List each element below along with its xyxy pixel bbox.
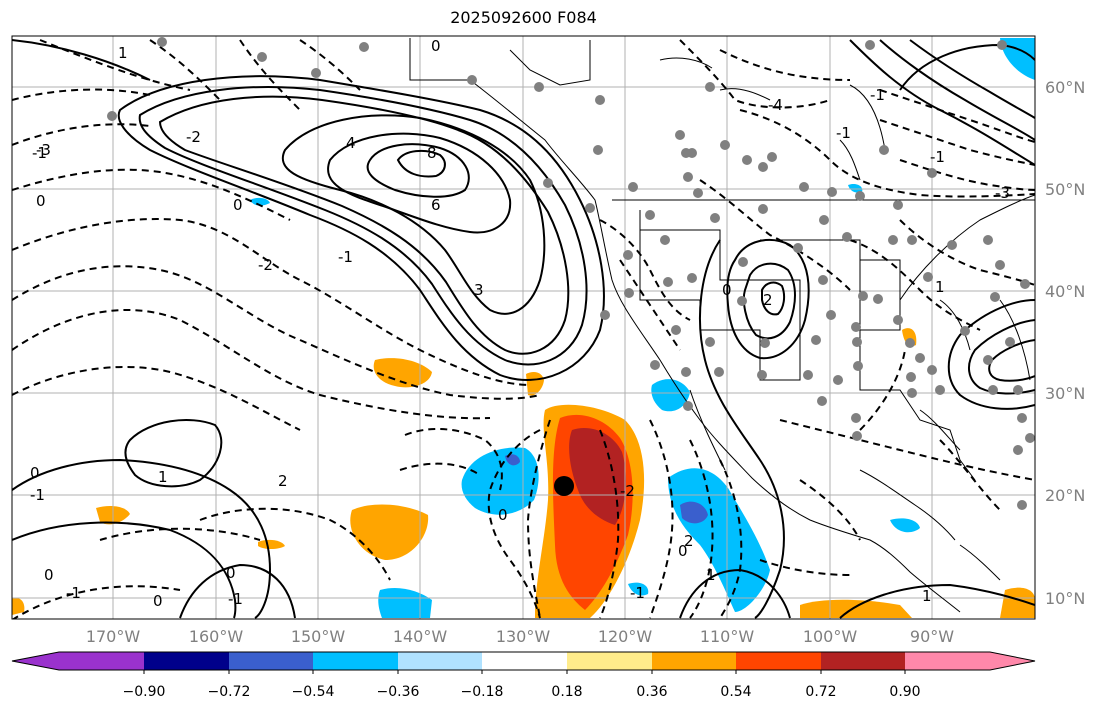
warm-anomaly-shading bbox=[12, 328, 1035, 618]
lon-label-120w: 120°W bbox=[598, 627, 653, 646]
contour-label: 0 bbox=[153, 592, 163, 610]
contour-label: -3 bbox=[995, 184, 1010, 202]
contour-label: 1 bbox=[922, 587, 932, 605]
lon-label-140w: 140°W bbox=[393, 627, 448, 646]
colorbar-segment bbox=[144, 652, 229, 670]
dashed-contours bbox=[12, 39, 1035, 619]
contour-label: 6 bbox=[431, 196, 441, 214]
contour-label: 0 bbox=[226, 564, 236, 582]
contour-label: -1 bbox=[630, 584, 645, 602]
contour-label: -1 bbox=[32, 144, 47, 162]
contour-label: 0 bbox=[30, 464, 40, 482]
lat-label-10n: 10°N bbox=[1045, 589, 1085, 608]
lon-label-110w: 110°W bbox=[700, 627, 755, 646]
colorbar-tick-label: −0.54 bbox=[292, 684, 335, 700]
lon-label-150w: 150°W bbox=[291, 627, 346, 646]
colorbar-segment bbox=[905, 652, 990, 670]
contour-label: 1 bbox=[118, 44, 128, 62]
contour-label: 0 bbox=[233, 196, 243, 214]
lat-label-60n: 60°N bbox=[1045, 78, 1085, 97]
contour-label: 3 bbox=[474, 281, 484, 299]
solid-contours bbox=[12, 39, 1035, 619]
colorbar-segment bbox=[736, 652, 821, 670]
lat-label-50n: 50°N bbox=[1045, 180, 1085, 199]
contour-label: -1 bbox=[836, 124, 851, 142]
lon-label-130w: 130°W bbox=[496, 627, 551, 646]
map-title: 2025092600 F084 bbox=[450, 8, 597, 27]
longitude-labels: 170°W 160°W 150°W 140°W 130°W 120°W 110°… bbox=[86, 627, 954, 646]
contour-label: 2 bbox=[684, 532, 694, 550]
colorbar-segment bbox=[990, 652, 1035, 670]
lon-label-160w: 160°W bbox=[189, 627, 244, 646]
station-markers bbox=[107, 37, 1035, 510]
contour-label: -2 bbox=[620, 482, 635, 500]
colorbar-tick-label: 0.18 bbox=[551, 684, 582, 700]
colorbar-tick-label: −0.18 bbox=[461, 684, 504, 700]
colorbar-tick-label: −0.72 bbox=[208, 684, 251, 700]
contour-labels: 0 1 -1 -3 -2 4 8 6 3 0 -1 0 -2 0 -1 1 -1… bbox=[30, 37, 1010, 610]
contour-label: -1 bbox=[66, 584, 81, 602]
storm-center-marker bbox=[554, 476, 574, 496]
colorbar-tick-label: 0.36 bbox=[636, 684, 667, 700]
lon-label-90w: 90°W bbox=[910, 627, 954, 646]
contour-label: -2 bbox=[186, 128, 201, 146]
colorbar-segment bbox=[652, 652, 736, 670]
contour-label: -2 bbox=[258, 256, 273, 274]
contour-label: 8 bbox=[427, 144, 437, 162]
contour-label: -4 bbox=[768, 96, 783, 114]
lat-label-40n: 40°N bbox=[1045, 282, 1085, 301]
colorbar-segment bbox=[821, 652, 905, 670]
colorbar-tick-label: 0.90 bbox=[889, 684, 920, 700]
contour-label: -1 bbox=[930, 148, 945, 166]
latitude-labels: 60°N 50°N 40°N 30°N 20°N 10°N bbox=[1045, 78, 1085, 608]
contour-label: 0 bbox=[36, 192, 46, 210]
colorbar-tick-label: 0.72 bbox=[805, 684, 836, 700]
contour-label: 2 bbox=[763, 291, 773, 309]
contour-label: 0 bbox=[678, 542, 688, 560]
contour-label: 4 bbox=[346, 134, 356, 152]
colorbar-tick-label: 0.54 bbox=[720, 684, 751, 700]
contour-label: 0 bbox=[44, 566, 54, 584]
colorbar-segment bbox=[567, 652, 652, 670]
map-frame bbox=[11, 35, 1036, 620]
lon-label-100w: 100°W bbox=[803, 627, 858, 646]
colorbar-tick-label: −0.90 bbox=[123, 684, 166, 700]
contour-label: -1 bbox=[338, 248, 353, 266]
contour-label: -3 bbox=[36, 141, 51, 159]
colorbar-tick-label: −0.36 bbox=[377, 684, 420, 700]
colorbar-segment bbox=[229, 652, 313, 670]
colorbar-segment bbox=[313, 652, 398, 670]
lat-label-20n: 20°N bbox=[1045, 486, 1085, 505]
lat-label-30n: 30°N bbox=[1045, 384, 1085, 403]
cool-anomaly-shading bbox=[250, 38, 1035, 618]
contour-label: 1 bbox=[706, 566, 716, 584]
contour-label: -1 bbox=[870, 86, 885, 104]
contour-label: 1 bbox=[935, 278, 945, 296]
colorbar-segment bbox=[398, 652, 482, 670]
lon-label-170w: 170°W bbox=[86, 627, 141, 646]
contour-label: 0 bbox=[431, 37, 441, 55]
colorbar: −0.90 −0.72 −0.54 −0.36 −0.18 0.18 0.36 … bbox=[11, 651, 1036, 700]
contour-label: 0 bbox=[722, 281, 732, 299]
contour-label: 1 bbox=[158, 468, 168, 486]
colorbar-segment bbox=[12, 652, 59, 670]
contour-label: -1 bbox=[30, 486, 45, 504]
contour-label: 0 bbox=[498, 506, 508, 524]
lat-lon-grid bbox=[12, 36, 1035, 619]
contour-label: 2 bbox=[278, 472, 288, 490]
contour-label: -1 bbox=[228, 590, 243, 608]
colorbar-segment bbox=[59, 652, 144, 670]
colorbar-segment bbox=[482, 652, 567, 670]
